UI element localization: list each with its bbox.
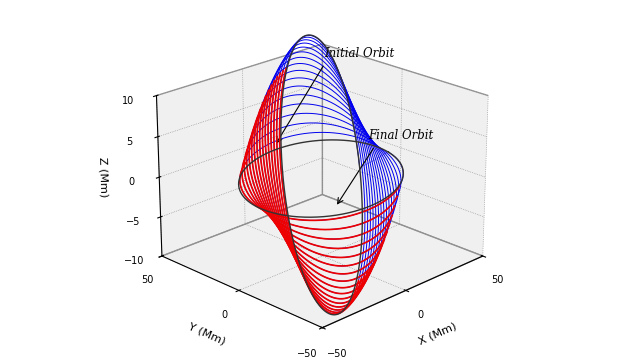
- X-axis label: X (Mm): X (Mm): [417, 321, 458, 347]
- Text: Final Orbit: Final Orbit: [368, 129, 433, 142]
- Y-axis label: Y (Mm): Y (Mm): [187, 321, 227, 347]
- Text: Initial Orbit: Initial Orbit: [324, 47, 395, 60]
